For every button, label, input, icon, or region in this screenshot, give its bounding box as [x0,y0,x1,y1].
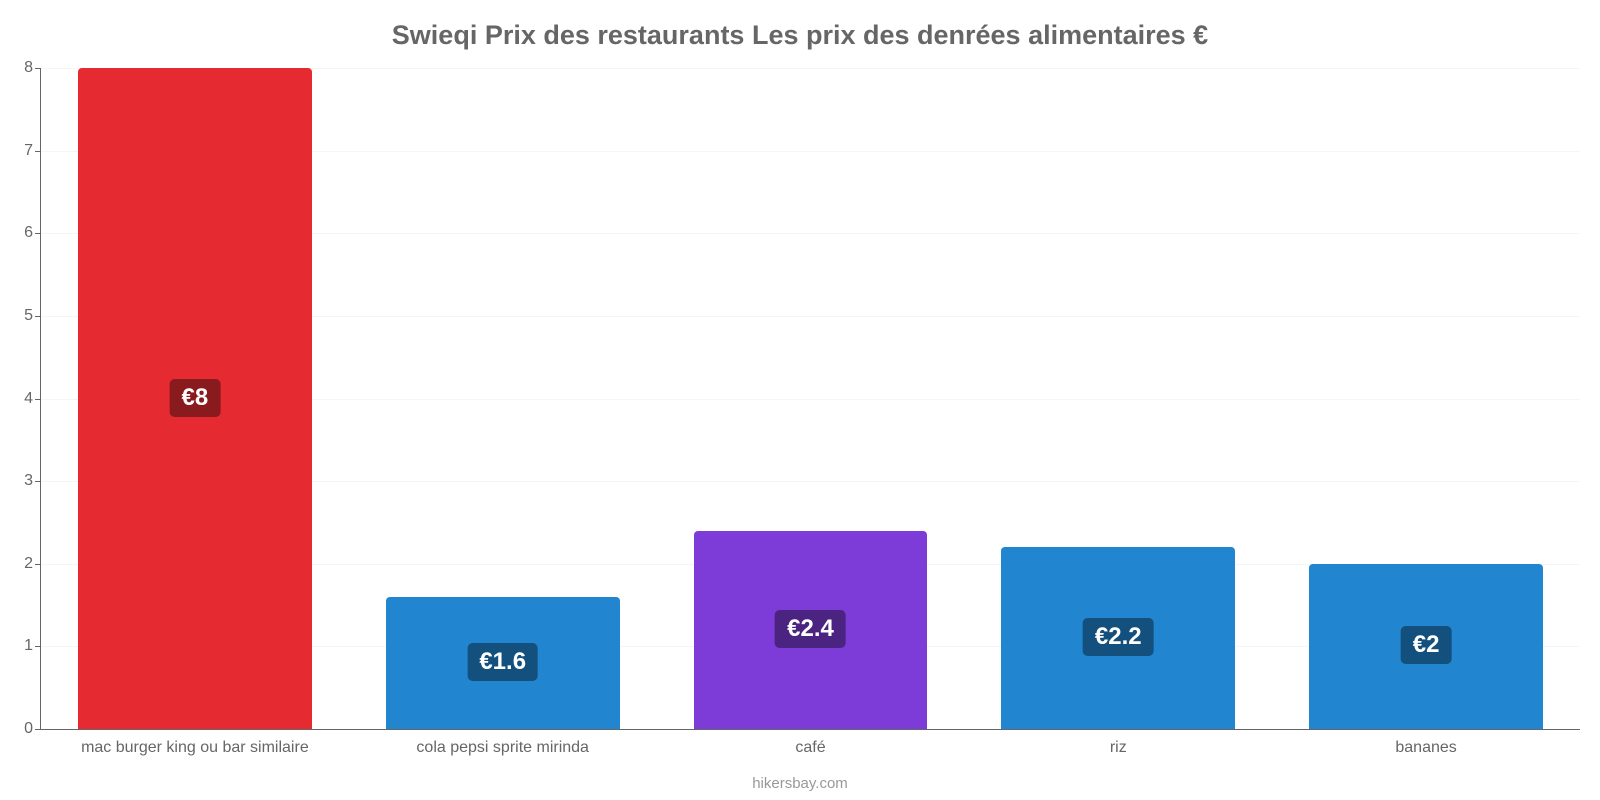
plot-area: 012345678 €8mac burger king ou bar simil… [40,68,1580,730]
bar-value-badge: €2 [1401,626,1452,664]
bars-row: €8mac burger king ou bar similaire€1.6co… [41,68,1580,729]
bar-value-badge: €2.4 [775,610,846,648]
ytick-label: 7 [13,142,33,160]
ytick-label: 0 [13,720,33,738]
bar-value-badge: €8 [170,379,221,417]
ytick-label: 4 [13,390,33,408]
price-bar-chart: Swieqi Prix des restaurants Les prix des… [0,0,1600,800]
xtick-label: riz [1110,739,1127,757]
ytick-label: 6 [13,224,33,242]
ytick-label: 5 [13,307,33,325]
xtick-label: café [795,739,825,757]
chart-title: Swieqi Prix des restaurants Les prix des… [0,0,1600,61]
ytick-mark [35,729,41,730]
xtick-label: bananes [1395,739,1456,757]
bar-column: €2bananes [1272,68,1580,729]
bar-column: €2.4café [657,68,965,729]
chart-credits: hikersbay.com [0,775,1600,792]
bar-column: €8mac burger king ou bar similaire [41,68,349,729]
xtick-label: mac burger king ou bar similaire [81,739,309,757]
bar-column: €2.2riz [964,68,1272,729]
xtick-label: cola pepsi sprite mirinda [416,739,589,757]
ytick-label: 3 [13,472,33,490]
bar-value-badge: €1.6 [467,643,538,681]
ytick-label: 8 [13,59,33,77]
ytick-label: 2 [13,555,33,573]
ytick-label: 1 [13,637,33,655]
bar-value-badge: €2.2 [1083,618,1154,656]
bar-column: €1.6cola pepsi sprite mirinda [349,68,657,729]
